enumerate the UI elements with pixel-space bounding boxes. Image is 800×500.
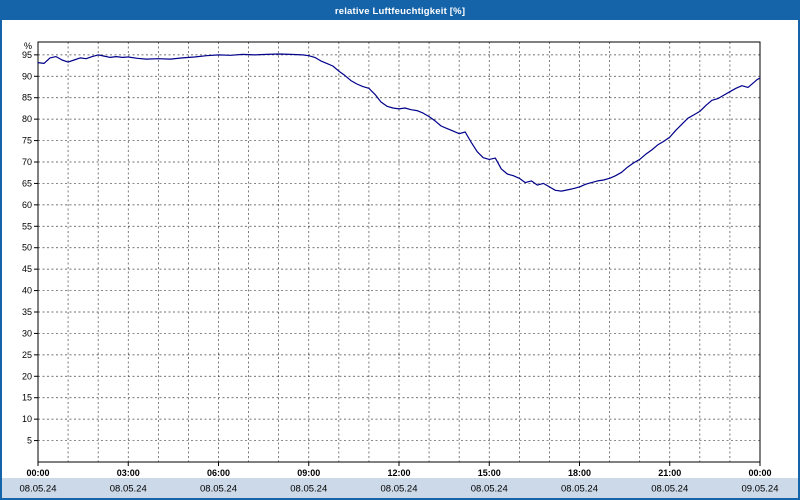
date-label: 08.05.24	[651, 484, 688, 495]
y-tick-label: 30	[22, 328, 32, 338]
date-label: 08.05.24	[471, 484, 508, 495]
date-label: 08.05.24	[110, 484, 147, 495]
y-tick-label: 95	[22, 50, 32, 60]
grid	[38, 42, 760, 462]
x-tick-label: 06:00	[207, 468, 230, 478]
x-tick-label: 18:00	[568, 468, 591, 478]
y-axis-unit-label: %	[24, 41, 32, 51]
date-label: 08.05.24	[20, 484, 57, 495]
y-tick-label: 75	[22, 136, 32, 146]
date-label: 08.05.24	[200, 484, 237, 495]
humidity-line	[37, 53, 761, 192]
date-labels: 08.05.24 08.05.24 08.05.24 08.05.24 08.05.24…	[20, 484, 779, 495]
y-tick-label: 10	[22, 414, 32, 424]
chart-area: 5 10 15 20 25 30 35 40 45 50 55 60 65 70 75 80 85 90 95% 00…	[2, 20, 798, 498]
y-tick-label: 45	[22, 264, 32, 274]
x-tick-label: 12:00	[387, 468, 410, 478]
y-tick-label: 80	[22, 114, 32, 124]
x-tick-label: 00:00	[748, 468, 771, 478]
date-label: 09.05.24	[742, 484, 779, 495]
x-tick-label: 03:00	[117, 468, 140, 478]
x-tick-label: 09:00	[297, 468, 320, 478]
y-tick-label: 55	[22, 221, 32, 231]
window-title: relative Luftfeuchtigkeit [%]	[334, 5, 466, 17]
y-tick-label: 65	[22, 178, 32, 188]
x-tick-label: 15:00	[478, 468, 501, 478]
y-tick-label: 40	[22, 286, 32, 296]
date-strip	[2, 478, 798, 498]
y-tick-label: 25	[22, 350, 32, 360]
y-tick-label: 5	[27, 436, 32, 446]
chart-svg: 5 10 15 20 25 30 35 40 45 50 55 60 65 70 75 80 85 90 95% 00…	[2, 41, 798, 498]
date-label: 08.05.24	[561, 484, 598, 495]
y-tick-label: 90	[22, 71, 32, 81]
date-label: 08.05.24	[381, 484, 418, 495]
series-line	[37, 53, 761, 192]
x-tick-label: 00:00	[26, 468, 49, 478]
y-tick-label: 70	[22, 157, 32, 167]
x-axis-labels: 00:00 03:00 06:00 09:00 12:00 15:00 18:00 21:00…	[26, 462, 772, 478]
date-label: 08.05.24	[290, 484, 327, 495]
y-tick-label: 35	[22, 307, 32, 317]
y-axis-labels: 5 10 15 20 25 30 35 40 45 50 55 60 65 70 75 80 85 90 95%	[22, 41, 38, 446]
x-tick-label: 21:00	[658, 468, 681, 478]
y-tick-label: 60	[22, 200, 32, 210]
y-tick-label: 15	[22, 393, 32, 403]
y-tick-label: 50	[22, 243, 32, 253]
y-tick-label: 20	[22, 371, 32, 381]
title-bar: relative Luftfeuchtigkeit [%]	[2, 2, 798, 20]
y-tick-label: 85	[22, 93, 32, 103]
